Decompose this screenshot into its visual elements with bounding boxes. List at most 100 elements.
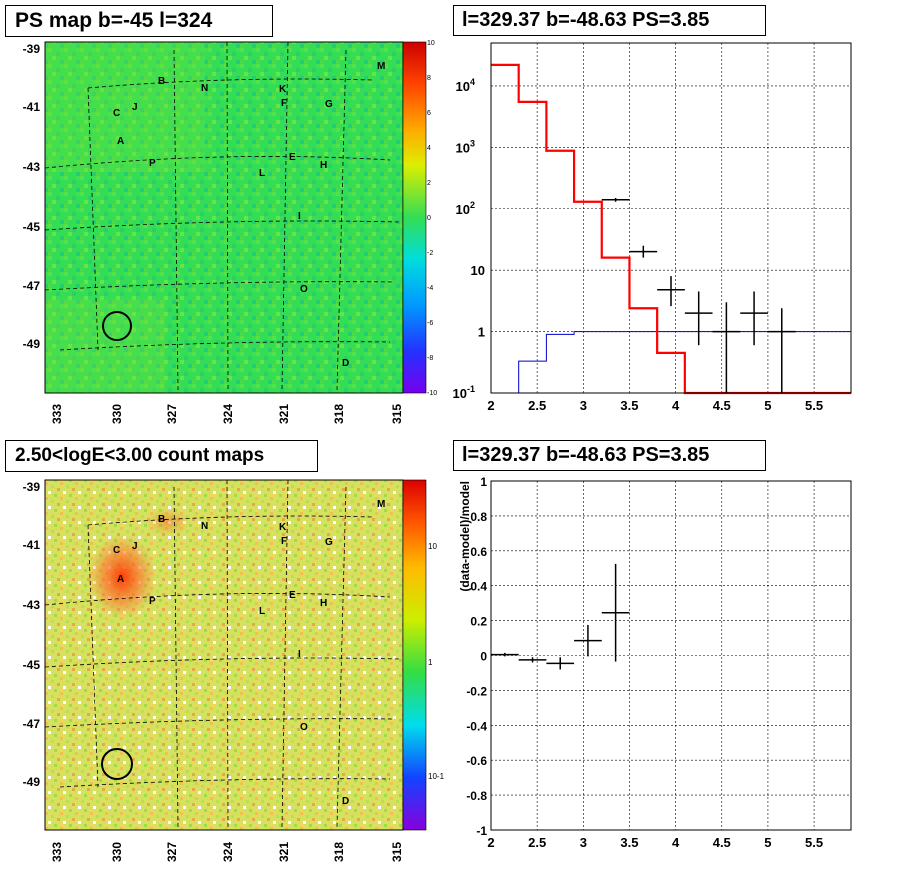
- ps-colorbar-tick: 8: [427, 75, 431, 82]
- ps-colorbar-tick: -4: [427, 285, 433, 292]
- y-tick-label: 1: [480, 475, 487, 489]
- x-tick-label: 2.5: [528, 398, 546, 413]
- y-tick-label: 10-1: [453, 384, 475, 401]
- y-tick-label: 0.4: [470, 580, 487, 594]
- ps-colorbar-tick: -10: [427, 390, 437, 397]
- residual-y-label: (data-model)/model: [458, 481, 472, 592]
- b-tick-label: -43: [23, 598, 41, 612]
- source-label-j: J: [132, 541, 138, 552]
- source-label-g: G: [325, 99, 333, 110]
- source-label-f: F: [281, 98, 287, 109]
- source-label-n: N: [201, 83, 208, 94]
- x-tick-label: 4.5: [713, 835, 731, 850]
- l-tick-label: 330: [110, 842, 124, 862]
- source-label-a: A: [117, 574, 124, 585]
- count-map-colorbar: [403, 480, 426, 830]
- ps-colorbar-ticks: 10 8 6 4 2 0 -2 -4 -6 -8 -10: [427, 40, 437, 397]
- b-tick-label: -45: [23, 658, 41, 672]
- ps-colorbar-tick: 6: [427, 110, 431, 117]
- l-tick-label: 315: [390, 842, 404, 862]
- ps-colorbar-tick: 4: [427, 145, 431, 152]
- spectrum-title-box: l=329.37 b=-48.63 PS=3.85: [453, 5, 766, 36]
- spectrum-frame: [490, 42, 852, 394]
- b-tick-label: -45: [23, 220, 41, 234]
- source-label-k: K: [279, 84, 287, 95]
- b-tick-label: -49: [23, 337, 41, 351]
- ps-colorbar-tick: -2: [427, 250, 433, 257]
- source-label-l: L: [259, 168, 265, 179]
- count-colorbar-tick: 1: [428, 658, 433, 667]
- l-tick-label: 318: [332, 404, 346, 424]
- source-label-b: B: [158, 514, 165, 525]
- background-model-line: [491, 331, 851, 394]
- ps-map-colorbar: [403, 42, 426, 393]
- ps-map-grid: [44, 41, 401, 391]
- ps-colorbar-tick: 0: [427, 215, 431, 222]
- l-tick-label: 333: [50, 842, 64, 862]
- l-tick-label: 321: [277, 404, 291, 424]
- ps-map-title: PS map b=-45 l=324: [15, 9, 213, 32]
- ps-colorbar-tick: -8: [427, 355, 433, 362]
- b-tick-label: -39: [23, 480, 41, 494]
- x-tick-label: 4: [672, 398, 680, 413]
- x-tick-label: 5: [764, 835, 771, 850]
- y-tick-label: 0: [480, 650, 487, 664]
- spectrum-grid: [490, 43, 851, 394]
- source-label-e: E: [289, 152, 296, 163]
- x-tick-label: 3.5: [620, 398, 638, 413]
- count-colorbar-ticks: 10 1 10-1: [428, 542, 445, 781]
- b-tick-label: -47: [23, 717, 41, 731]
- source-label-d: D: [342, 358, 349, 369]
- source-label-p: P: [149, 596, 156, 607]
- ps-map-b-axis: -39 -41 -43 -45 -47 -49: [23, 42, 41, 351]
- ps-colorbar-tick: 10: [427, 40, 435, 47]
- source-label-k: K: [279, 522, 287, 533]
- y-tick-label: 0.8: [470, 510, 487, 524]
- source-label-m: M: [377, 499, 385, 510]
- y-tick-label: -0.4: [466, 719, 487, 733]
- spectrum-data: [601, 197, 796, 393]
- b-tick-label: -41: [23, 538, 41, 552]
- ps-map-target-circle: [102, 311, 132, 341]
- l-tick-label: 333: [50, 404, 64, 424]
- spectrum-model: [491, 63, 851, 395]
- source-label-c: C: [113, 108, 120, 119]
- y-tick-label: 104: [456, 77, 475, 94]
- x-tick-label: 2: [487, 835, 494, 850]
- residual-plot: 2 2.5 3 3.5 4 4.5 5 5.5 1 0.8 0.6 0.4 0.2 0 -0.2 -0.4 -0…: [458, 475, 852, 850]
- count-map-title-box: 2.50<logE<3.00 count maps: [5, 440, 318, 472]
- ps-map-l-axis: 333 330 327 324 321 318 315: [50, 404, 404, 424]
- x-tick-label: 3.5: [620, 835, 638, 850]
- source-label-h: H: [320, 160, 327, 171]
- y-tick-label: -0.8: [466, 789, 487, 803]
- y-tick-label: -0.6: [466, 754, 487, 768]
- ps-map-source-labels: B N K M C J F G A P E H L I O D: [113, 61, 385, 369]
- b-tick-label: -39: [23, 42, 41, 56]
- count-map-target-circle: [101, 748, 133, 780]
- spectrum-title: l=329.37 b=-48.63 PS=3.85: [462, 9, 710, 31]
- l-tick-label: 321: [277, 842, 291, 862]
- count-map-l-axis: 333 330 327 324 321 318 315: [50, 842, 404, 862]
- b-tick-label: -41: [23, 100, 41, 114]
- y-tick-label: -0.2: [466, 684, 487, 698]
- b-tick-label: -47: [23, 279, 41, 293]
- y-tick-label: -1: [476, 824, 487, 838]
- source-label-m: M: [377, 61, 385, 72]
- l-tick-label: 318: [332, 842, 346, 862]
- source-label-o: O: [300, 284, 308, 295]
- spectrum-plot: 2 2.5 3 3.5 4 4.5 5 5.5 10-1 1 10 102 103 104: [453, 42, 852, 413]
- source-label-d: D: [342, 796, 349, 807]
- source-label-l: L: [259, 606, 265, 617]
- l-tick-label: 315: [390, 404, 404, 424]
- source-label-i: I: [298, 211, 301, 222]
- x-tick-label: 4: [672, 835, 680, 850]
- source-label-f: F: [281, 536, 287, 547]
- count-map-source-labels: B N K M C J F G A P E H L I O D: [113, 499, 385, 807]
- l-tick-label: 327: [165, 404, 179, 424]
- source-label-c: C: [113, 545, 120, 556]
- y-tick-label: 10: [471, 263, 485, 278]
- spectrum-background-model: [491, 331, 851, 394]
- l-tick-label: 324: [221, 842, 235, 862]
- b-tick-label: -43: [23, 160, 41, 174]
- source-label-n: N: [201, 521, 208, 532]
